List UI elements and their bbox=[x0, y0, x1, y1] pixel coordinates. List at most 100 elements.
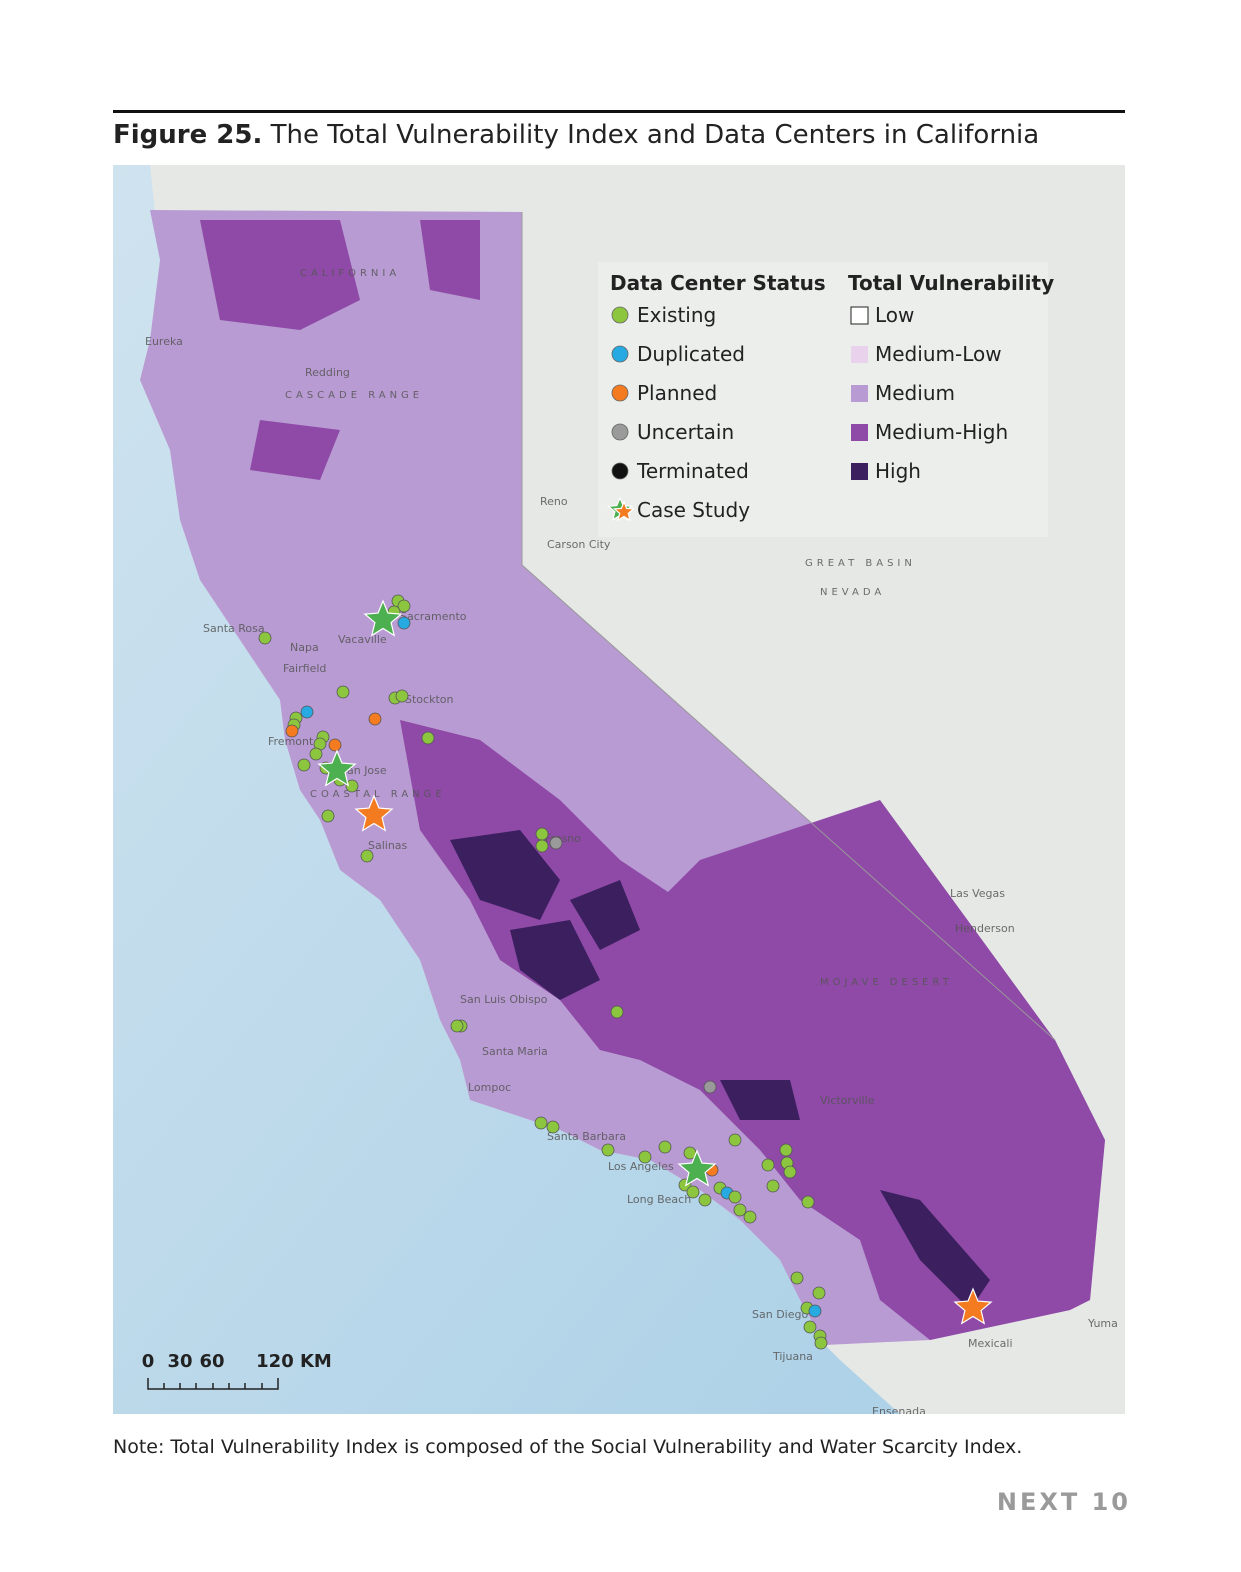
data-center-existing bbox=[258, 631, 272, 645]
data-center-existing bbox=[686, 1185, 700, 1199]
data-center-existing bbox=[395, 689, 409, 703]
data-center-planned bbox=[285, 724, 299, 738]
data-center-existing bbox=[658, 1140, 672, 1154]
data-center-existing bbox=[360, 849, 374, 863]
place-label: Henderson bbox=[955, 922, 1015, 935]
data-center-existing bbox=[761, 1158, 775, 1172]
case-study-star bbox=[953, 1287, 993, 1325]
data-center-existing bbox=[546, 1120, 560, 1134]
data-center-existing bbox=[814, 1336, 828, 1350]
place-label: Victorville bbox=[820, 1094, 875, 1107]
legend-star bbox=[613, 500, 635, 522]
data-center-existing bbox=[535, 827, 549, 841]
scale-label: 30 bbox=[167, 1351, 192, 1372]
legend-swatch bbox=[851, 424, 868, 441]
place-label: Vacaville bbox=[338, 633, 387, 646]
place-label: Sacramento bbox=[400, 610, 467, 623]
place-label: San Diego bbox=[752, 1308, 808, 1321]
data-center-existing bbox=[601, 1143, 615, 1157]
footer: NEXT 10 bbox=[997, 1488, 1131, 1516]
legend-swatch bbox=[611, 306, 629, 324]
place-label: Reno bbox=[540, 495, 568, 508]
place-label: Lompoc bbox=[468, 1081, 511, 1094]
data-center-existing bbox=[766, 1179, 780, 1193]
legend-swatch bbox=[851, 346, 868, 363]
place-label: Fairfield bbox=[283, 662, 326, 675]
figure-label: Figure 25. bbox=[113, 120, 263, 150]
place-label: Redding bbox=[305, 366, 350, 379]
legend-label: Low bbox=[875, 303, 914, 327]
data-center-existing bbox=[535, 839, 549, 853]
legend-swatch bbox=[611, 345, 629, 363]
data-center-existing bbox=[779, 1143, 793, 1157]
place-label: Santa Rosa bbox=[203, 622, 265, 635]
place-label: CALIFORNIA bbox=[300, 268, 400, 279]
place-label: Stockton bbox=[405, 693, 453, 706]
data-center-existing bbox=[450, 1019, 464, 1033]
data-center-existing bbox=[783, 1165, 797, 1179]
case-study-star bbox=[354, 794, 394, 832]
data-center-existing bbox=[309, 747, 323, 761]
legend-label: High bbox=[875, 459, 921, 483]
footer-brand: NEXT bbox=[996, 1488, 1081, 1516]
place-label: MOJAVE DESERT bbox=[820, 977, 953, 988]
case-study-star bbox=[317, 749, 357, 787]
scale-label: 60 bbox=[199, 1351, 224, 1372]
data-center-planned bbox=[328, 738, 342, 752]
place-label: Carson City bbox=[547, 538, 611, 551]
data-center-existing bbox=[803, 1320, 817, 1334]
data-center-existing bbox=[801, 1195, 815, 1209]
region-medium-high bbox=[200, 220, 480, 480]
figure-title: Figure 25. The Total Vulnerability Index… bbox=[113, 120, 1039, 150]
place-label: Ensenada bbox=[872, 1405, 926, 1414]
data-center-existing bbox=[345, 779, 359, 793]
legend-swatch bbox=[850, 306, 869, 325]
scale-bar bbox=[147, 1378, 279, 1390]
legend-label: Medium-High bbox=[875, 420, 1008, 444]
data-center-uncertain bbox=[703, 1080, 717, 1094]
data-center-existing bbox=[812, 1286, 826, 1300]
place-label: Eureka bbox=[145, 335, 183, 348]
place-label: Las Vegas bbox=[950, 887, 1005, 900]
place-label: COASTAL RANGE bbox=[310, 789, 446, 800]
data-center-existing bbox=[728, 1190, 742, 1204]
legend-backdrop bbox=[598, 262, 1048, 537]
figure-text: The Total Vulnerability Index and Data C… bbox=[270, 120, 1040, 150]
place-label: Napa bbox=[290, 641, 319, 654]
data-center-existing bbox=[733, 1203, 747, 1217]
data-center-existing bbox=[421, 731, 435, 745]
data-center-existing bbox=[698, 1193, 712, 1207]
legend-swatch bbox=[851, 463, 868, 480]
top-rule bbox=[113, 110, 1125, 113]
legend-label: Medium bbox=[875, 381, 955, 405]
scale-label: 120 KM bbox=[256, 1351, 332, 1372]
data-center-existing bbox=[728, 1133, 742, 1147]
place-label: Tijuana bbox=[772, 1350, 813, 1363]
map: Eureka Redding CASCADE RANGE CALIFORNIA Reno… bbox=[113, 165, 1125, 1414]
data-center-existing bbox=[321, 809, 335, 823]
place-label: CASCADE RANGE bbox=[285, 390, 423, 401]
page-number: 10 bbox=[1091, 1488, 1131, 1516]
data-center-duplicated bbox=[808, 1304, 822, 1318]
legend-swatch bbox=[611, 384, 629, 402]
data-center-existing bbox=[743, 1210, 757, 1224]
data-center-existing bbox=[297, 758, 311, 772]
legend-swatch bbox=[851, 385, 868, 402]
place-label: Los Angeles bbox=[608, 1160, 674, 1173]
data-center-existing bbox=[790, 1271, 804, 1285]
legend-label: Planned bbox=[637, 381, 717, 405]
place-label: Mexicali bbox=[968, 1337, 1013, 1350]
data-center-existing bbox=[534, 1116, 548, 1130]
place-label: Santa Maria bbox=[482, 1045, 548, 1058]
legend-label: Case Study bbox=[637, 498, 750, 522]
place-label: Salinas bbox=[368, 839, 408, 852]
data-center-existing bbox=[397, 599, 411, 613]
place-label: NEVADA bbox=[820, 587, 885, 598]
data-center-existing bbox=[336, 685, 350, 699]
legend-title: Total Vulnerability bbox=[848, 271, 1054, 295]
note: Note: Total Vulnerability Index is compo… bbox=[113, 1436, 1023, 1458]
scale-label: 0 bbox=[142, 1351, 155, 1372]
place-label: San Luis Obispo bbox=[460, 993, 548, 1006]
data-center-planned bbox=[368, 712, 382, 726]
